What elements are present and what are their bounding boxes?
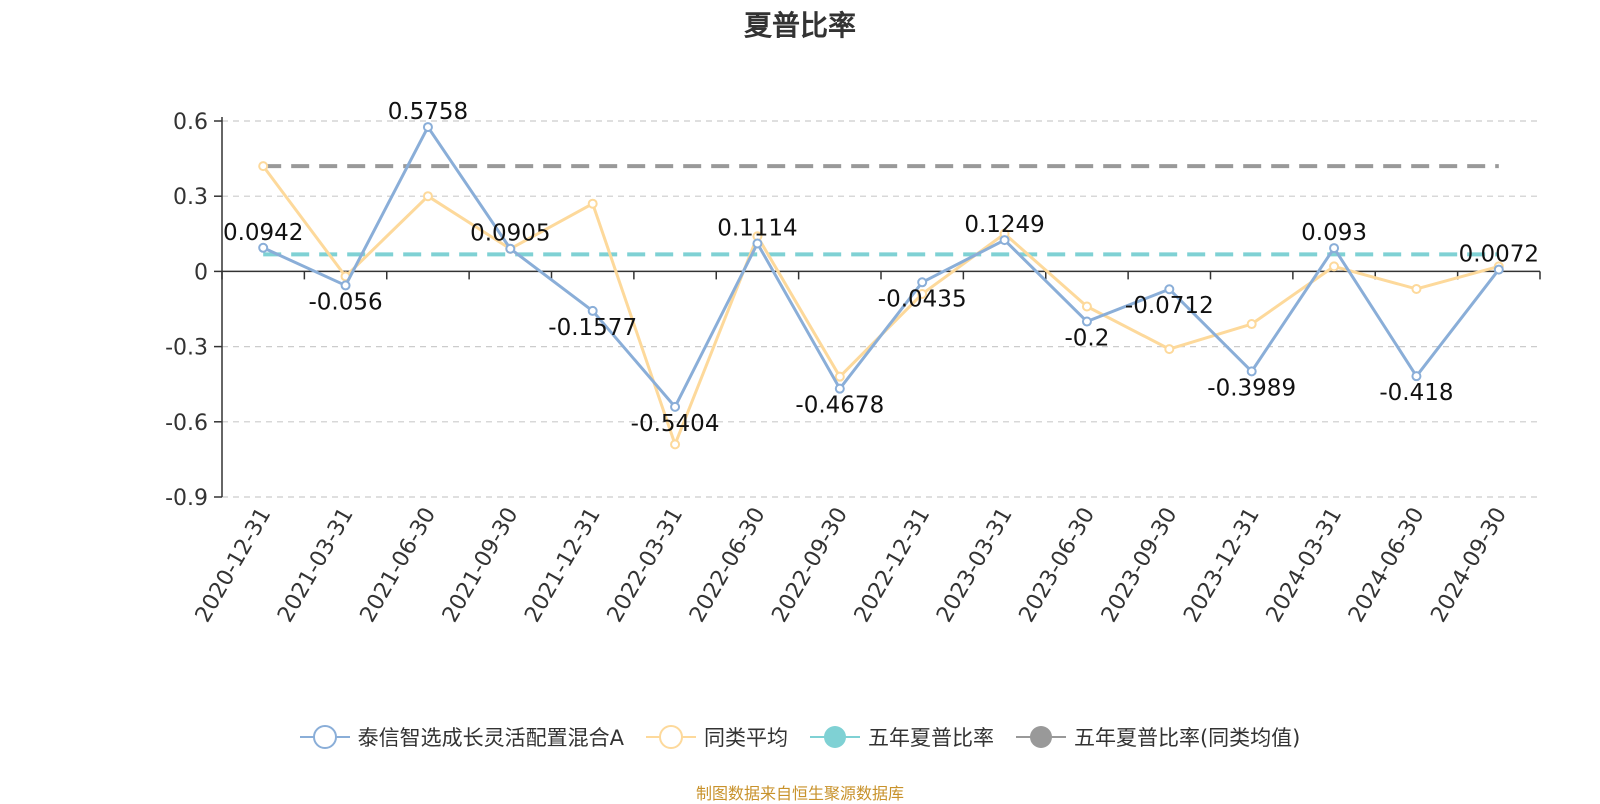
- x-tick-label: 2021-03-31: [273, 504, 359, 627]
- peer-average-point: [1411, 283, 1422, 294]
- legend-marker-fund: [299, 725, 350, 749]
- data-labels: 0.0942 -0.056 0.5758 0.0905 -0.1577 -0.5404 0.…: [223, 99, 1539, 437]
- legend: 泰信智选成长灵活配置混合A 同类平均 五年夏普比率 五年夏普比率(同类均值): [0, 722, 1600, 752]
- legend-label-peer-average: 同类平均: [703, 726, 788, 750]
- peer-average-point: [670, 439, 681, 450]
- fund-data-label: -0.0712: [1125, 293, 1214, 319]
- fund-data-label: 0.0905: [470, 221, 550, 247]
- legend-label-five-year-sharpe: 五年夏普比率: [867, 726, 994, 750]
- peer-average-point: [1246, 319, 1257, 330]
- chart-title: 夏普比率: [743, 9, 856, 42]
- legend-item-five-year-sharpe-peer[interactable]: 五年夏普比率(同类均值): [1015, 722, 1301, 752]
- fund-data-label: -0.1577: [548, 315, 637, 341]
- fund-data-label: -0.056: [308, 289, 382, 315]
- fund-data-label: 0.093: [1301, 220, 1367, 246]
- legend-label-fund: 泰信智选成长灵活配置混合A: [357, 726, 624, 750]
- peer-average-point: [422, 191, 433, 202]
- peer-average-point: [587, 198, 598, 209]
- fund-data-label: 0.5758: [388, 99, 468, 125]
- fund-data-label: -0.418: [1379, 380, 1453, 406]
- fund-point: [587, 305, 598, 316]
- y-tick-label: -0.9: [165, 486, 208, 511]
- legend-marker-five-year-sharpe: [809, 726, 860, 748]
- y-tick-label: -0.3: [165, 336, 208, 361]
- x-tick-label: 2023-06-30: [1015, 504, 1101, 627]
- fund-point: [1329, 243, 1340, 254]
- peer-average-point: [834, 371, 845, 382]
- x-tick-label: 2022-12-31: [850, 504, 936, 627]
- fund-point: [340, 280, 351, 291]
- fund-point: [1246, 366, 1257, 377]
- x-tick-label: 2024-09-30: [1426, 504, 1512, 627]
- fund-point: [258, 242, 269, 253]
- x-tick-label: 2021-12-31: [520, 504, 606, 627]
- fund-point: [505, 243, 516, 254]
- fund-data-label: 0.1114: [717, 215, 797, 241]
- x-tick-label: 2023-03-31: [932, 504, 1018, 627]
- fund-point: [1164, 284, 1175, 295]
- x-tick-label: 2021-06-30: [356, 504, 442, 627]
- y-tick-label: 0.3: [173, 185, 208, 210]
- legend-label-five-year-sharpe-peer: 五年夏普比率(同类均值): [1073, 726, 1301, 750]
- fund-point: [1493, 264, 1504, 275]
- fund-point: [999, 235, 1010, 246]
- fund-point: [917, 277, 928, 288]
- x-tick-label: 2024-03-31: [1262, 504, 1348, 627]
- legend-item-peer-average[interactable]: 同类平均: [645, 722, 788, 752]
- fund-data-label: -0.2: [1064, 326, 1109, 352]
- x-tick-label: 2022-03-31: [603, 504, 689, 627]
- y-tick-label: 0.6: [173, 110, 208, 135]
- fund-point: [1411, 371, 1422, 382]
- peer-average-point: [1164, 344, 1175, 355]
- fund-point: [1081, 316, 1092, 327]
- peer-average-point: [1081, 301, 1092, 312]
- legend-marker-peer-average: [645, 725, 696, 749]
- x-tick-label: 2024-06-30: [1344, 504, 1430, 627]
- legend-marker-five-year-sharpe-peer: [1015, 726, 1066, 748]
- x-tick-label: 2023-12-31: [1179, 504, 1265, 627]
- fund-line: [262, 125, 1500, 409]
- fund-data-label: -0.4678: [795, 393, 884, 419]
- legend-item-fund[interactable]: 泰信智选成长灵活配置混合A: [299, 722, 624, 752]
- source-note: 制图数据来自恒生聚源数据库: [695, 784, 904, 803]
- peer-average-point: [917, 288, 928, 299]
- fund-data-label: -0.3989: [1207, 375, 1296, 401]
- reference-lines: [263, 164, 1499, 257]
- x-tick-label: 2023-09-30: [1097, 504, 1183, 627]
- legend-item-five-year-sharpe[interactable]: 五年夏普比率: [809, 722, 994, 752]
- series-lines: [258, 122, 1504, 450]
- fund-data-label: 0.1249: [964, 212, 1044, 238]
- y-tick-label: -0.6: [165, 411, 208, 436]
- fund-data-label: -0.0435: [878, 286, 967, 312]
- fund-point: [834, 383, 845, 394]
- axes: 0.60.30-0.3-0.6-0.92020-12-312021-03-312…: [165, 110, 1541, 627]
- line-chart: 0.60.30-0.3-0.6-0.92020-12-312021-03-312…: [165, 99, 1541, 627]
- x-tick-label: 2022-09-30: [767, 504, 853, 627]
- peer-average-point: [1329, 261, 1340, 272]
- y-tick-label: 0: [194, 260, 208, 285]
- fund-data-label: 0.0942: [223, 220, 303, 246]
- fund-data-label: 0.0072: [1459, 242, 1539, 268]
- fund-point: [752, 238, 763, 249]
- fund-point: [422, 122, 433, 133]
- peer-average-point: [258, 161, 269, 172]
- fund-point: [670, 401, 681, 412]
- fund-data-label: -0.5404: [631, 411, 720, 437]
- x-tick-label: 2022-06-30: [685, 504, 771, 627]
- x-tick-label: 2020-12-31: [191, 504, 277, 627]
- x-tick-label: 2021-09-30: [438, 504, 524, 627]
